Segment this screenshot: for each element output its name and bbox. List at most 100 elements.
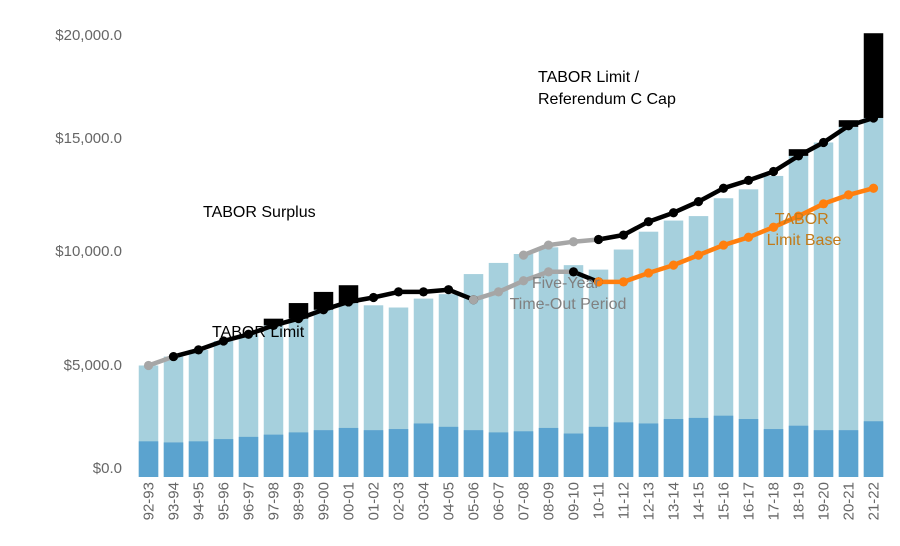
series-point (868, 113, 879, 123)
bar-lower (138, 441, 159, 477)
bar-lower (863, 421, 884, 477)
series-point (468, 295, 479, 305)
annotation-line: Limit Base (767, 232, 842, 249)
bar-lower (163, 442, 184, 477)
bar-lower (388, 429, 409, 477)
bar-lower (563, 433, 584, 477)
series-point (693, 250, 704, 260)
series-point (268, 320, 279, 330)
bar-surplus (863, 33, 884, 118)
x-tick-label: 95-96 (216, 482, 233, 520)
series-point (618, 277, 629, 287)
x-tick-label: 14-15 (691, 482, 708, 520)
x-tick-label: 99-00 (316, 482, 333, 520)
bar-lower (813, 430, 834, 477)
x-tick-label: 02-03 (391, 482, 408, 520)
x-tick-label: 15-16 (716, 482, 733, 520)
bar-lower (213, 439, 234, 477)
series-point (843, 190, 854, 200)
y-tick-label: $15,000.0 (55, 130, 122, 147)
x-tick-label: 12-13 (641, 482, 658, 520)
annotations-layer: TABOR Limit / Referendum C Cap TABOR Sur… (203, 69, 841, 341)
bar-lower (238, 436, 259, 477)
series-point (143, 360, 154, 371)
series-point (643, 268, 654, 278)
bar-surplus (338, 285, 359, 304)
bar-lower (638, 423, 659, 477)
series-point (768, 222, 779, 232)
x-tick-label: 16-17 (741, 482, 758, 520)
series-point (443, 285, 454, 295)
series-point (793, 211, 804, 221)
bar-lower (763, 429, 784, 477)
annotation-five-year-timeout: Five-Year Time-Out Period (510, 275, 627, 313)
series-point (693, 196, 704, 207)
bar-lower (838, 430, 859, 477)
bar-surplus (313, 291, 334, 310)
bar-lower (688, 417, 709, 477)
bar-lower (613, 422, 634, 477)
series-point (343, 297, 354, 307)
series-point (718, 240, 729, 250)
bar-lower (413, 423, 434, 477)
series-point (318, 305, 329, 315)
series-point (818, 199, 829, 209)
y-tick-label: $0.0 (93, 460, 122, 477)
bar-lower (488, 432, 509, 477)
x-tick-label: 17-18 (766, 482, 783, 520)
x-tick-label: 06-07 (491, 482, 508, 520)
series-point (518, 276, 529, 286)
x-tick-label: 04-05 (441, 482, 458, 520)
bar-lower (288, 432, 309, 477)
bar-lower (588, 426, 609, 477)
annotation-line: TABOR (775, 211, 829, 228)
series-line (596, 115, 876, 242)
series-point (493, 287, 504, 297)
bar-lower (663, 419, 684, 477)
x-tick-label: 19-20 (816, 482, 833, 520)
bar-lower (363, 430, 384, 477)
annotation-tabor-limit-ref-c: TABOR Limit / Referendum C Cap (538, 69, 676, 108)
x-tick-label: 21-22 (866, 482, 883, 520)
y-tick-label: $20,000.0 (55, 27, 122, 44)
series-point (668, 260, 679, 270)
bar-total (788, 155, 809, 477)
series-point (543, 240, 554, 250)
annotation-line: Time-Out Period (510, 296, 627, 313)
x-tick-label: 03-04 (416, 482, 433, 520)
bar-lower (438, 426, 459, 477)
series-point (218, 336, 229, 346)
bar-total (463, 274, 484, 477)
x-tick-label: 11-12 (616, 482, 633, 519)
y-tick-label: $5,000.0 (64, 357, 122, 374)
bar-total (763, 175, 784, 477)
x-tick-label: 94-95 (191, 482, 208, 520)
series-point (668, 208, 679, 218)
x-tick-label: 10-11 (591, 482, 608, 519)
y-axis: $0.0 $5,000.0 $10,000.0 $15,000.0 $20,00… (55, 27, 122, 477)
series-point (818, 137, 829, 148)
bar-total (713, 198, 734, 477)
series-point (393, 287, 404, 297)
series-point (518, 250, 529, 260)
bar-total (638, 231, 659, 477)
bar-lower (463, 430, 484, 477)
bar-total (663, 220, 684, 478)
bars-layer (138, 33, 884, 478)
x-tick-label: 98-99 (291, 482, 308, 520)
bar-total (538, 247, 559, 477)
x-tick-label: 93-94 (166, 482, 183, 520)
series-point (618, 230, 629, 240)
series-point (593, 277, 604, 287)
bar-total (813, 142, 834, 477)
series-point (843, 121, 854, 131)
lines-layer (143, 113, 879, 371)
series-point (718, 183, 729, 193)
bar-total (838, 126, 859, 477)
series-point (743, 232, 754, 242)
bar-lower (538, 427, 559, 477)
x-tick-label: 20-21 (841, 482, 858, 520)
x-tick-label: 96-97 (241, 482, 258, 520)
x-axis: 92-93 93-94 94-95 95-96 96-97 97-98 98-99 99-00… (141, 482, 883, 520)
